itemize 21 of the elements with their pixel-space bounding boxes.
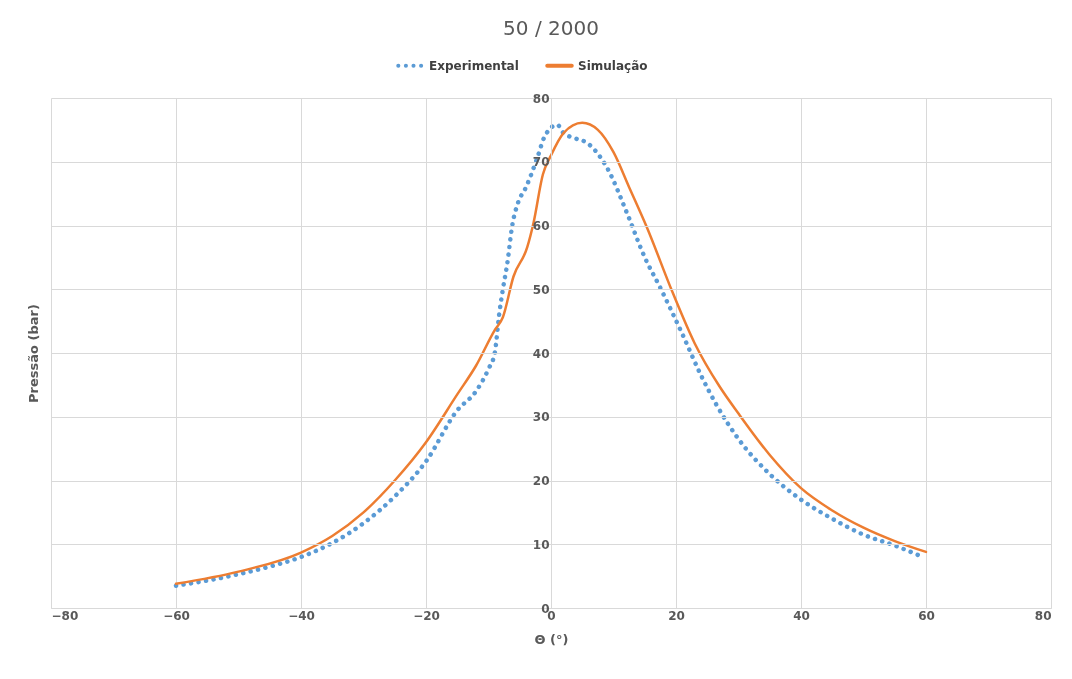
x-tick-label: 40: [793, 608, 810, 623]
y-tick-label: 30: [532, 410, 550, 425]
y-tick-label: 40: [532, 346, 550, 361]
y-tick-label: 70: [532, 155, 550, 170]
x-tick-label: 80: [1034, 608, 1052, 623]
x-tick-label: −40: [288, 608, 315, 623]
y-tick-label: 20: [532, 474, 550, 488]
x-tick-label: 60: [918, 608, 935, 623]
y-tick-label: 60: [532, 219, 550, 233]
x-tick-label: 20: [668, 608, 685, 623]
legend-label: Simulação: [578, 58, 648, 73]
y-tick-label: 50: [532, 282, 550, 297]
chart-title: 50 / 2000: [503, 16, 599, 40]
y-axis-title: Pressão (bar): [25, 304, 41, 403]
x-tick-label: −80: [51, 608, 79, 623]
y-tick-label: 10: [532, 537, 550, 552]
x-tick-label: −20: [413, 608, 440, 623]
x-tick-label: −60: [163, 608, 190, 623]
y-tick-label: 80: [532, 91, 550, 106]
legend-label: Experimental: [429, 58, 519, 73]
x-axis-title: Θ (°): [534, 631, 569, 647]
